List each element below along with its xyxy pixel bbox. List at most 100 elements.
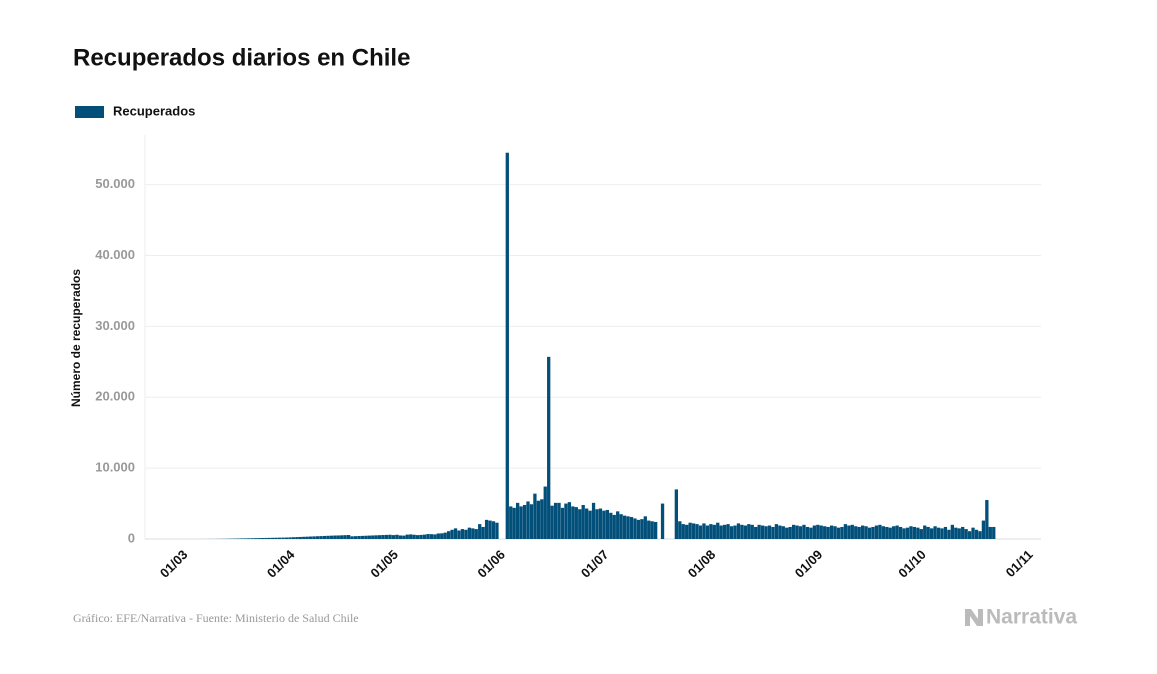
bar [240,538,244,539]
bar [571,506,575,539]
x-tick-label: 01/04 [264,546,298,580]
bar [312,536,316,539]
bar [660,503,665,539]
bar [802,524,806,539]
bar [433,534,437,539]
x-tick-label: 01/08 [685,547,719,581]
bar [764,526,768,539]
bar [505,152,509,539]
bar [747,524,751,539]
bar [322,535,327,539]
bar [626,516,630,539]
bar [595,509,599,539]
bar [650,521,654,539]
bar [861,525,865,539]
bar [674,489,678,539]
bar [495,522,499,539]
bar [950,524,954,539]
bar [691,523,696,539]
bar [398,535,402,539]
bar [436,533,440,539]
bar [447,531,451,539]
bar [250,538,254,539]
x-tick-label: 01/05 [367,547,401,581]
bar [295,537,299,539]
bar [974,529,979,539]
x-tick-label: 01/03 [157,547,191,581]
bar [260,538,264,539]
bar [702,523,706,539]
bar [619,514,623,539]
bar [288,537,292,539]
bar [409,534,413,539]
bar [647,520,651,539]
bar [698,525,703,539]
bar [581,504,585,539]
bar [612,514,616,539]
bar [509,506,513,539]
x-tick-label: 01/07 [578,547,612,581]
x-tick-label: 01/10 [895,547,929,581]
bar [540,499,544,539]
bar [350,536,354,539]
bar [533,493,537,539]
bar [609,512,613,539]
bar [809,527,813,539]
bar [833,526,837,539]
bar [895,525,899,539]
bar [267,537,271,539]
bar [553,502,558,539]
bar [688,522,692,539]
bar [740,524,744,539]
bar [253,538,258,539]
bar [716,522,720,539]
bar [526,501,530,539]
bar [360,535,365,539]
bar [291,537,296,539]
bar [443,532,447,539]
bar [478,524,482,539]
bar [788,526,792,539]
bar [298,536,302,539]
bar [547,356,551,539]
bar [709,524,713,539]
x-tick-label: 01/06 [474,547,508,581]
bar [902,528,906,539]
bar [588,510,592,539]
bar [743,525,747,539]
bar [264,537,268,539]
bar [923,525,927,539]
bar [453,528,458,539]
bar [574,507,578,539]
bar [616,511,620,539]
y-tick-label: 0 [128,530,135,545]
bar [336,535,340,539]
bar [774,524,779,539]
bar [916,527,920,539]
bar [429,534,434,539]
bar [781,526,785,539]
bar [585,508,589,539]
bar [419,534,423,539]
bar [440,533,444,539]
y-tick-label: 40.000 [95,247,135,262]
bar [315,536,320,539]
bar [381,535,385,539]
bar [271,537,275,539]
bar [992,526,996,539]
bar [681,524,685,539]
bar [319,536,323,539]
bar [246,538,251,539]
bar [557,502,561,539]
bar [654,521,658,539]
legend-swatch [75,106,104,118]
bar [281,537,285,539]
bar [888,527,892,539]
bar [712,524,716,539]
bar [947,529,951,539]
bar [878,524,882,539]
bar [543,486,547,539]
bar [284,537,289,539]
bar [978,531,982,539]
y-axis-label: Número de recuperados [69,269,83,407]
